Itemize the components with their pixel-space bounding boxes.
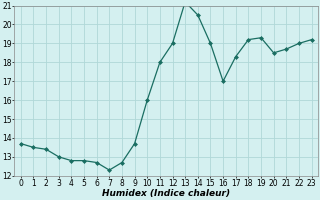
X-axis label: Humidex (Indice chaleur): Humidex (Indice chaleur) xyxy=(102,189,230,198)
